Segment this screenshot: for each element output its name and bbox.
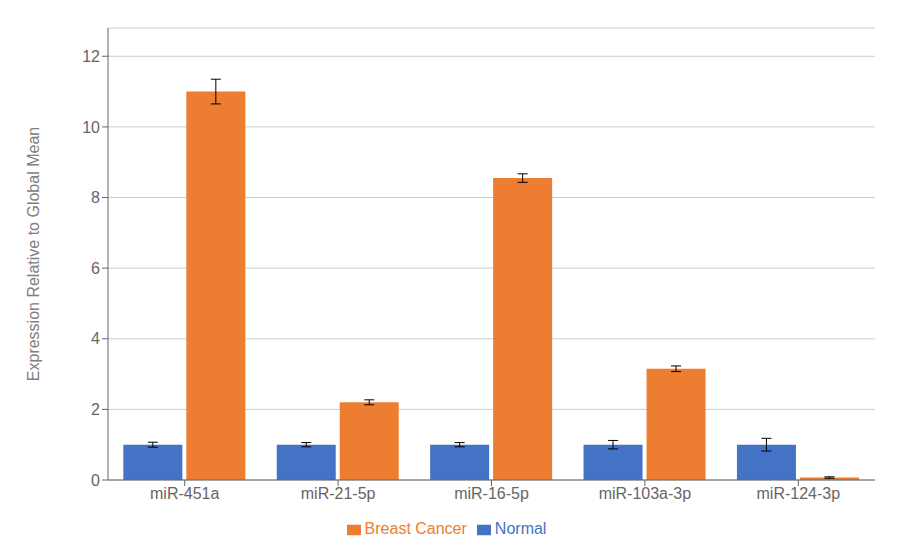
svg-text:6: 6: [91, 260, 100, 277]
svg-text:8: 8: [91, 189, 100, 206]
svg-text:4: 4: [91, 330, 100, 347]
svg-text:miR-124-3p: miR-124-3p: [757, 485, 841, 502]
html-text:Normal: Normal: [494, 520, 547, 537]
svg-text:miR-103a-3p: miR-103a-3p: [599, 485, 692, 502]
svg-text:0: 0: [91, 472, 100, 489]
svg-text:2: 2: [91, 401, 100, 418]
svg-text:Expression Relative to Global: Expression Relative to Global Mean: [25, 127, 42, 381]
svg-text:miR-21-5p: miR-21-5p: [301, 485, 376, 502]
svg-text:10: 10: [82, 119, 100, 136]
html-text:Breast Cancer: Breast Cancer: [364, 520, 467, 537]
svg-text:miR-16-5p: miR-16-5p: [454, 485, 529, 502]
svg-text:miR-451a: miR-451a: [150, 485, 219, 502]
svg-text:12: 12: [82, 48, 100, 65]
